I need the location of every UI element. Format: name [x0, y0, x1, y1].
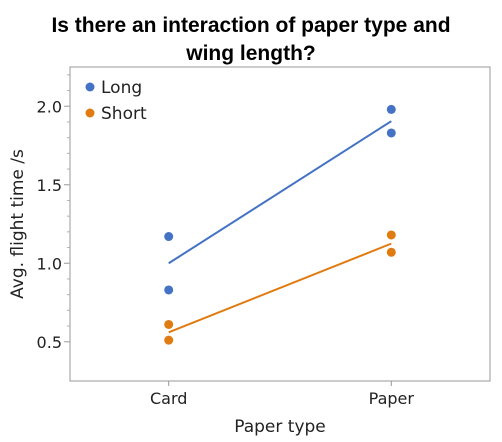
data-point-short [164, 335, 174, 345]
legend-label-long: Long [101, 78, 142, 98]
y-tick-label: 1.5 [37, 176, 62, 195]
data-point-long [386, 104, 396, 114]
y-axis-label: Avg. flight time /s [8, 149, 28, 299]
data-point-long [386, 128, 396, 138]
data-point-short [386, 230, 396, 240]
x-axis-label: Paper type [234, 417, 326, 437]
y-tick-label: 1.0 [37, 254, 62, 273]
legend-marker-long [85, 82, 95, 92]
plot-frame [69, 66, 491, 382]
legend-marker-short [85, 108, 95, 118]
series-line-short [168, 242, 392, 334]
data-point-short [386, 247, 396, 257]
chart-title-line-2: wing length? [185, 42, 315, 65]
y-tick-label: 0.5 [37, 333, 62, 352]
y-tick-label: 2.0 [37, 97, 62, 116]
x-tick-label: Card [150, 389, 187, 408]
series-line-long [168, 120, 392, 265]
data-point-long [164, 285, 174, 295]
legend: Long Short [85, 78, 147, 124]
legend-label-short: Short [101, 104, 147, 124]
data-point-long [164, 232, 174, 242]
chart-title-line-1: Is there an interaction of paper type an… [51, 14, 450, 37]
data-point-short [164, 319, 174, 329]
plot-area: 0.5 1.0 1.5 2.0 Card Paper [37, 66, 491, 408]
x-tick-label: Paper [369, 389, 415, 408]
